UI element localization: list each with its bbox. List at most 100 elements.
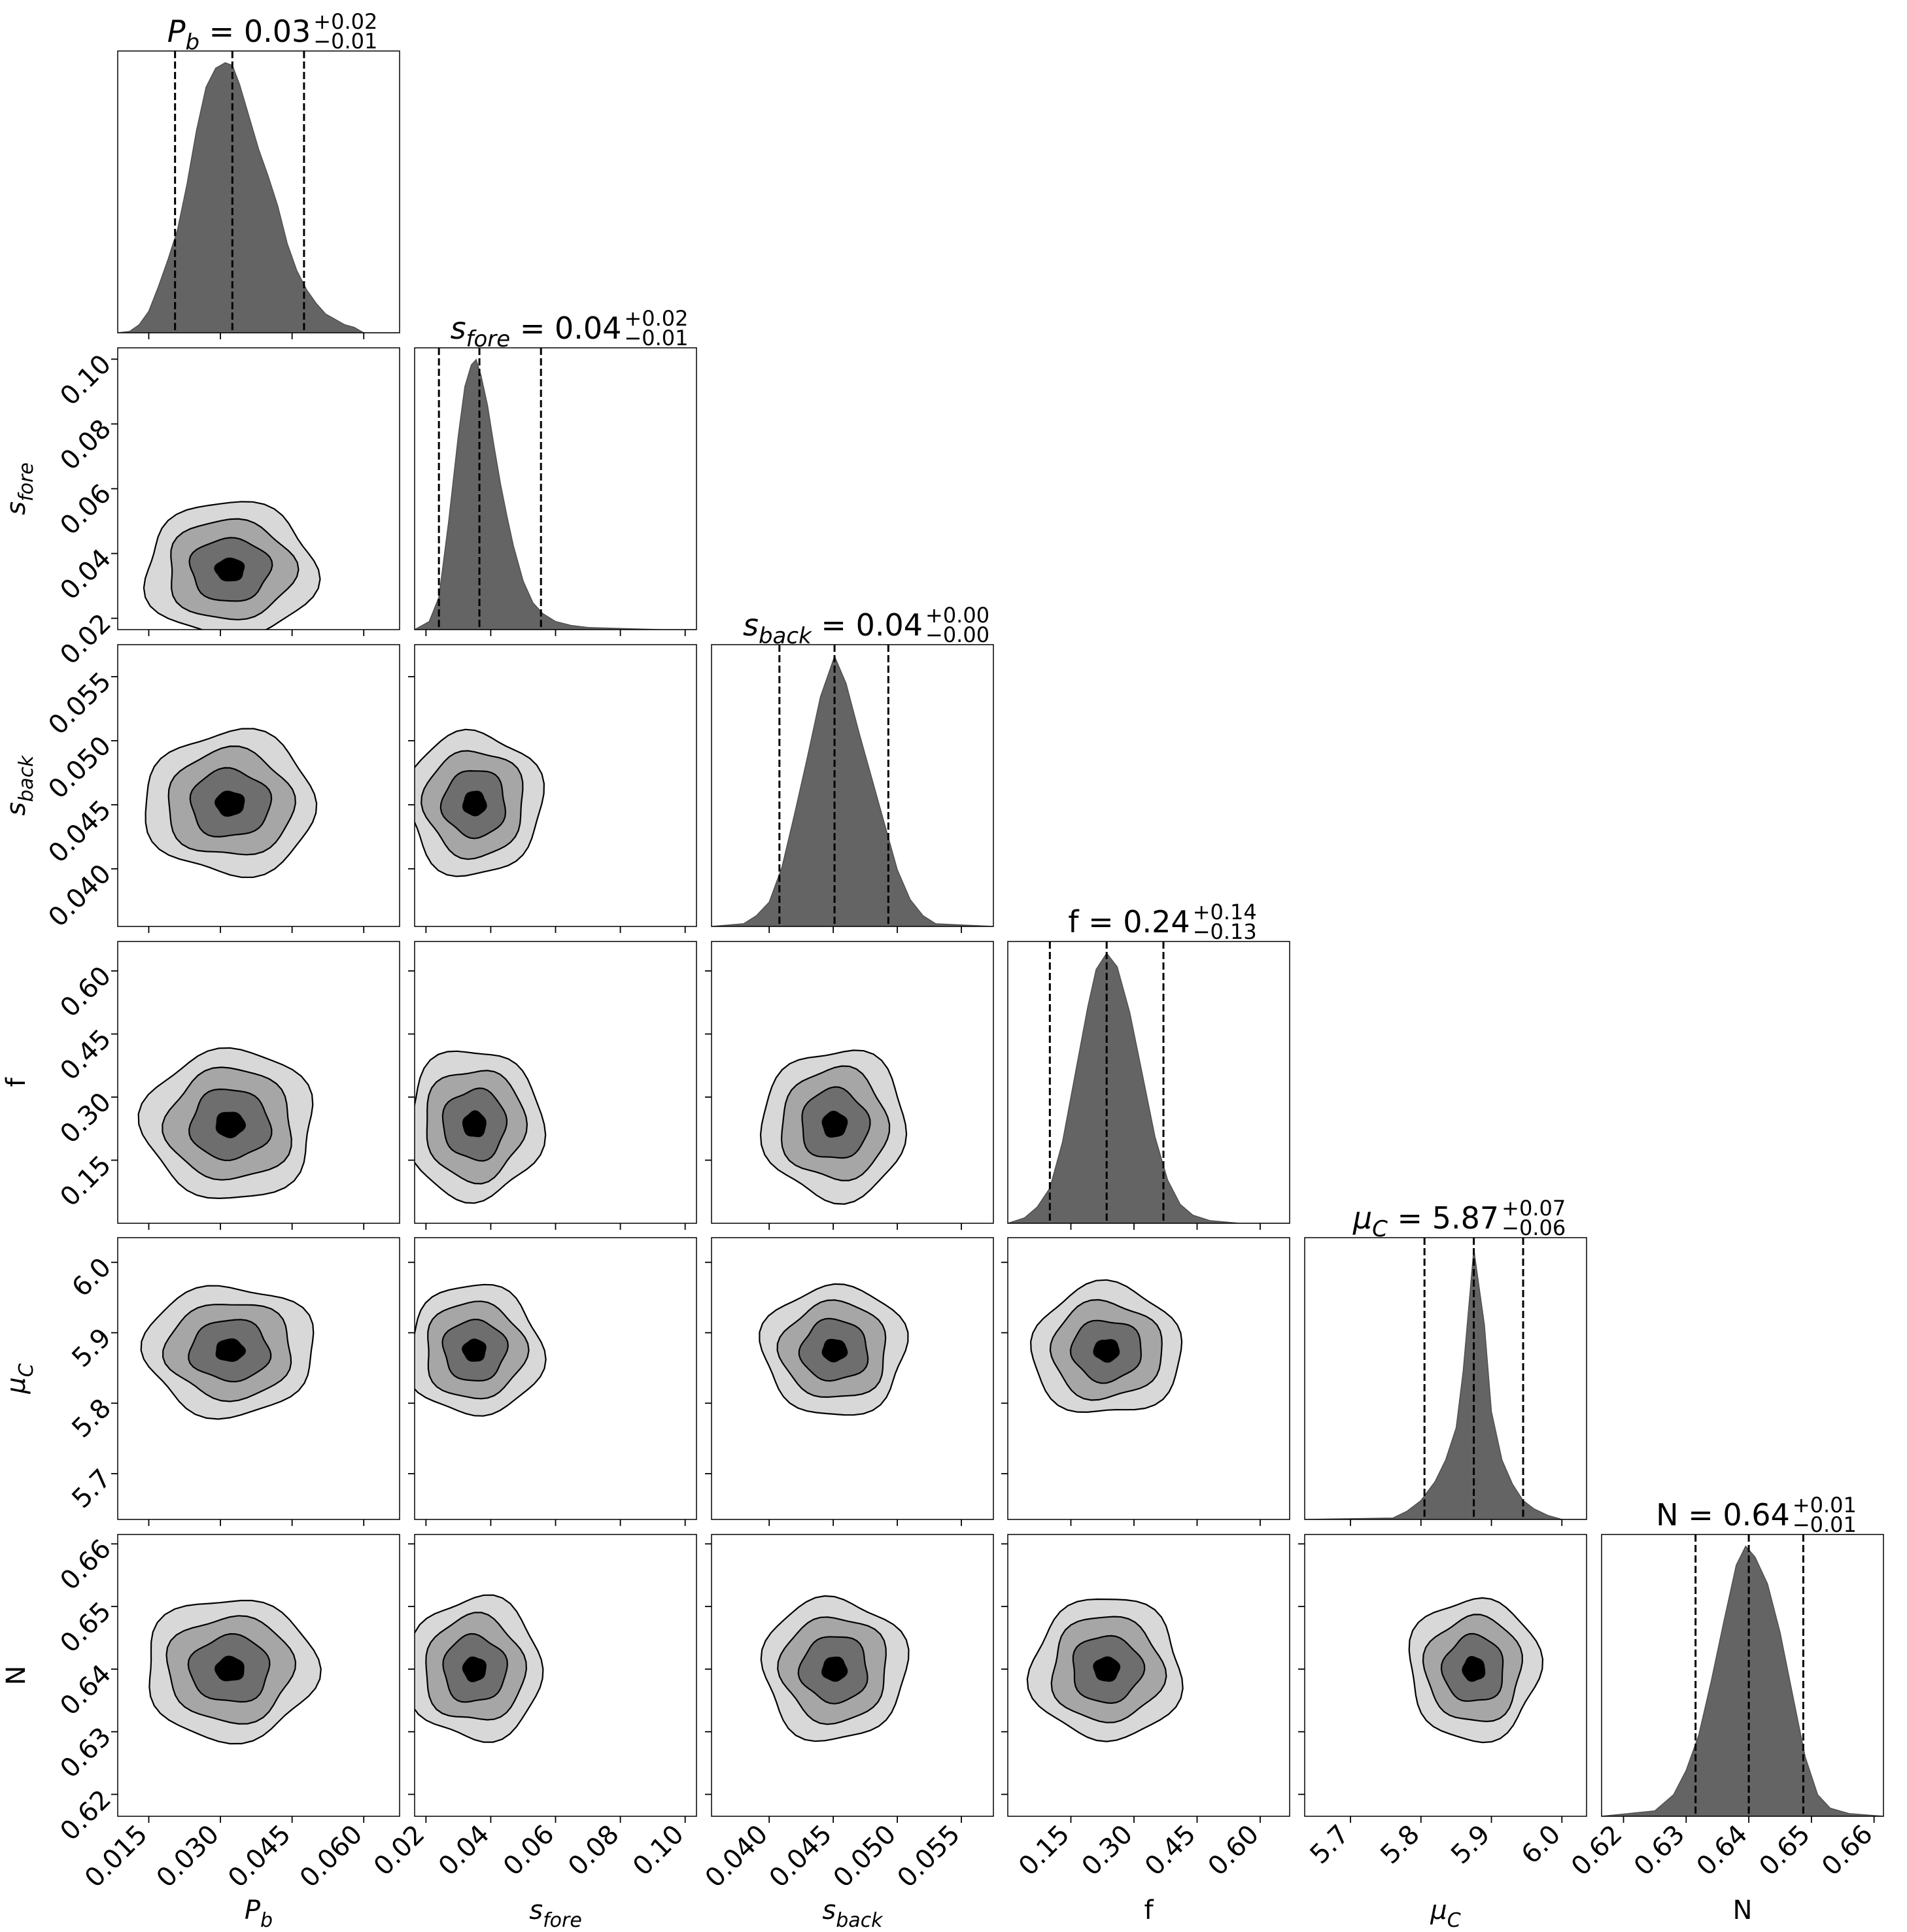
contour-level-4 (462, 790, 487, 817)
contour-level-4 (821, 1656, 848, 1682)
x-tick-label: 0.30 (1076, 1820, 1139, 1882)
y-tick-label: 0.04 (54, 543, 117, 606)
contour-level-4 (215, 1338, 247, 1363)
contour-panel-sfore-sback (408, 644, 697, 933)
panel-frame (1007, 1237, 1290, 1520)
title-errors-f: +0.14−0.13 (1193, 900, 1257, 944)
histogram-panel-f (1007, 941, 1290, 1230)
x-tick-label: 0.60 (1203, 1820, 1265, 1882)
title-sback: sback = 0.04 (743, 607, 923, 649)
x-tick-label: 0.040 (700, 1820, 774, 1894)
y-tick-label: 5.7 (66, 1463, 117, 1514)
contour-panel-sfore-muC (408, 1237, 697, 1526)
y-axis-label-f: f (1, 1077, 31, 1087)
title-muC: μC = 5.87 (1352, 1200, 1499, 1242)
title-minus-Pb: −0.01 (313, 29, 377, 54)
contour-panel-Pb-N (111, 1534, 400, 1823)
y-tick-label: 0.62 (54, 1784, 117, 1847)
x-tick-label: 5.7 (1305, 1820, 1356, 1871)
title-errors-N: +0.01−0.01 (1793, 1493, 1857, 1537)
contour-panel-sfore-f (408, 941, 697, 1230)
y-tick-label: 0.10 (54, 349, 117, 412)
x-tick-label: 0.045 (764, 1820, 838, 1894)
histogram-N (1602, 1545, 1883, 1816)
contour-level-4 (214, 1655, 245, 1682)
contour-level-4 (821, 1110, 848, 1138)
y-tick-label: 6.0 (66, 1252, 117, 1303)
contour-level-4 (462, 1656, 487, 1682)
y-axis-label-N: N (1, 1666, 31, 1686)
y-axis-label-sback: sback (1, 754, 38, 816)
contour-level-4 (215, 790, 245, 817)
x-tick-label: 6.0 (1516, 1820, 1567, 1871)
x-tick-label: 0.10 (627, 1820, 690, 1882)
x-tick-label: 0.045 (222, 1820, 297, 1894)
title-errors-muC: +0.07−0.06 (1502, 1196, 1566, 1240)
y-tick-label: 0.45 (54, 1024, 117, 1087)
title-minus-f: −0.13 (1193, 919, 1257, 944)
title-Pb: Pb = 0.03 (167, 14, 311, 56)
x-axis-label-Pb: Pb (245, 1895, 273, 1932)
y-tick-label: 0.040 (43, 858, 117, 933)
title-plus-sfore: +0.02 (624, 306, 688, 331)
x-tick-label: 0.64 (1691, 1820, 1754, 1882)
contour-panel-f-N (1001, 1534, 1290, 1823)
contour-panel-sback-N (705, 1534, 994, 1823)
y-tick-label: 0.64 (54, 1659, 117, 1721)
contour-panel-Pb-muC (111, 1237, 400, 1526)
contour-level-4 (1093, 1339, 1120, 1363)
contour-panel-sfore-N (408, 1534, 697, 1823)
title-plus-N: +0.01 (1793, 1493, 1857, 1517)
panel-frame (1007, 1534, 1290, 1817)
contour-panel-muC-N (1298, 1534, 1587, 1823)
y-tick-label: 0.65 (54, 1597, 117, 1659)
title-errors-sfore: +0.02−0.01 (624, 306, 688, 350)
contour-level-4 (462, 1338, 487, 1362)
title-minus-sfore: −0.01 (624, 326, 688, 350)
panel-frame (1007, 941, 1290, 1224)
x-tick-label: 5.9 (1445, 1820, 1496, 1871)
x-tick-label: 0.055 (892, 1820, 967, 1894)
title-minus-sback: −0.00 (925, 622, 989, 647)
contour-panel-Pb-sfore (111, 347, 400, 636)
panel-frame (1304, 1237, 1587, 1520)
y-tick-label: 0.06 (54, 479, 117, 541)
x-tick-label: 0.62 (1566, 1820, 1628, 1882)
contour-level-4 (462, 1110, 487, 1138)
histogram-f (1008, 952, 1290, 1223)
x-tick-label: 5.8 (1375, 1820, 1426, 1871)
x-axis-label-f: f (1144, 1895, 1154, 1925)
histogram-panel-Pb (117, 50, 400, 339)
panel-frame (117, 50, 400, 333)
title-f: f = 0.24 (1068, 904, 1190, 940)
x-tick-label: 0.08 (562, 1820, 625, 1882)
x-tick-label: 0.66 (1816, 1820, 1879, 1882)
contour-level-4 (1462, 1655, 1486, 1682)
title-N: N = 0.64 (1656, 1497, 1790, 1533)
title-plus-Pb: +0.02 (313, 9, 377, 34)
x-tick-label: 0.050 (828, 1820, 902, 1894)
title-sfore: sfore = 0.04 (451, 311, 622, 352)
title-errors-sback: +0.00−0.00 (925, 603, 989, 647)
x-tick-label: 0.06 (498, 1820, 560, 1882)
y-axis-label-sfore: sfore (1, 462, 38, 515)
title-minus-N: −0.01 (1793, 1512, 1857, 1537)
contour-panel-sback-f (705, 941, 994, 1230)
histogram-panel-sback (711, 644, 994, 933)
panel-frame (117, 1237, 400, 1520)
contour-panel-Pb-sback (111, 644, 400, 933)
title-plus-muC: +0.07 (1502, 1196, 1566, 1221)
panel-frame (117, 644, 400, 927)
title-errors-Pb: +0.02−0.01 (313, 9, 377, 54)
x-tick-label: 0.04 (433, 1820, 496, 1882)
panel-frame (1304, 1534, 1587, 1817)
histogram-muC (1305, 1249, 1587, 1519)
x-tick-label: 0.060 (294, 1820, 369, 1894)
histogram-sfore (415, 358, 696, 630)
y-axis-label-muC: μC (1, 1363, 38, 1394)
histogram-panel-sfore (414, 347, 697, 636)
histogram-Pb (118, 62, 400, 333)
y-tick-label: 5.8 (66, 1393, 117, 1444)
panel-frame (117, 1534, 400, 1817)
